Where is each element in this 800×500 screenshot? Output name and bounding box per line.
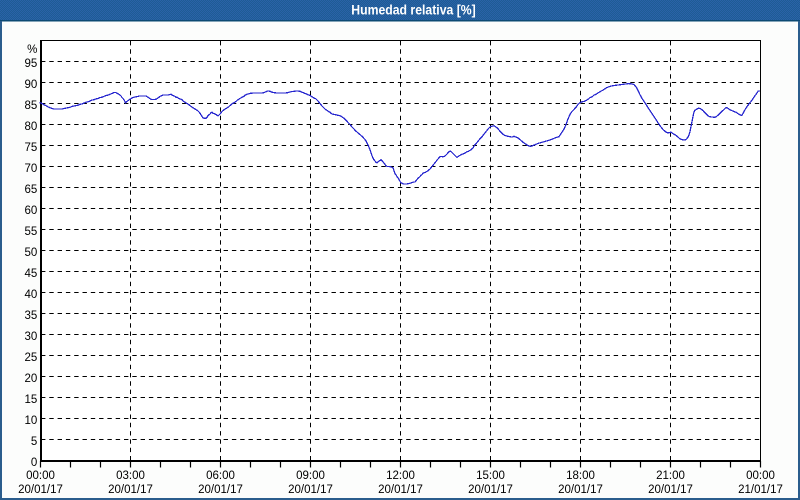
svg-text:75: 75 xyxy=(25,142,38,154)
svg-text:00:00: 00:00 xyxy=(746,470,775,482)
svg-text:20/01/17: 20/01/17 xyxy=(648,484,693,496)
svg-text:60: 60 xyxy=(25,205,38,217)
svg-text:10: 10 xyxy=(25,415,38,427)
svg-text:20/01/17: 20/01/17 xyxy=(18,484,63,496)
svg-text:20/01/17: 20/01/17 xyxy=(288,484,333,496)
svg-text:5: 5 xyxy=(31,436,37,448)
svg-text:15:00: 15:00 xyxy=(476,470,505,482)
svg-text:90: 90 xyxy=(25,79,38,91)
svg-text:45: 45 xyxy=(25,268,38,280)
svg-text:80: 80 xyxy=(25,121,38,133)
svg-text:20/01/17: 20/01/17 xyxy=(378,484,423,496)
svg-text:20/01/17: 20/01/17 xyxy=(198,484,243,496)
svg-text:21/01/17: 21/01/17 xyxy=(738,484,783,496)
svg-text:35: 35 xyxy=(25,310,38,322)
svg-text:20/01/17: 20/01/17 xyxy=(558,484,603,496)
svg-text:21:00: 21:00 xyxy=(656,470,685,482)
svg-text:0: 0 xyxy=(31,457,37,469)
svg-text:70: 70 xyxy=(25,163,38,175)
svg-text:50: 50 xyxy=(25,247,38,259)
svg-text:%: % xyxy=(27,44,37,56)
svg-text:55: 55 xyxy=(25,226,38,238)
svg-text:30: 30 xyxy=(25,331,38,343)
svg-text:00:00: 00:00 xyxy=(26,470,55,482)
svg-text:25: 25 xyxy=(25,352,38,364)
svg-text:95: 95 xyxy=(25,58,38,70)
svg-text:06:00: 06:00 xyxy=(206,470,235,482)
svg-text:03:00: 03:00 xyxy=(116,470,145,482)
svg-text:18:00: 18:00 xyxy=(566,470,595,482)
svg-text:85: 85 xyxy=(25,100,38,112)
svg-text:20: 20 xyxy=(25,373,38,385)
svg-text:20/01/17: 20/01/17 xyxy=(468,484,513,496)
svg-text:20/01/17: 20/01/17 xyxy=(108,484,153,496)
svg-text:40: 40 xyxy=(25,289,38,301)
svg-text:12:00: 12:00 xyxy=(386,470,415,482)
svg-text:15: 15 xyxy=(25,394,38,406)
svg-text:65: 65 xyxy=(25,184,38,196)
svg-text:09:00: 09:00 xyxy=(296,470,325,482)
svg-text:Humedad relativa [%]: Humedad relativa [%] xyxy=(351,3,476,18)
